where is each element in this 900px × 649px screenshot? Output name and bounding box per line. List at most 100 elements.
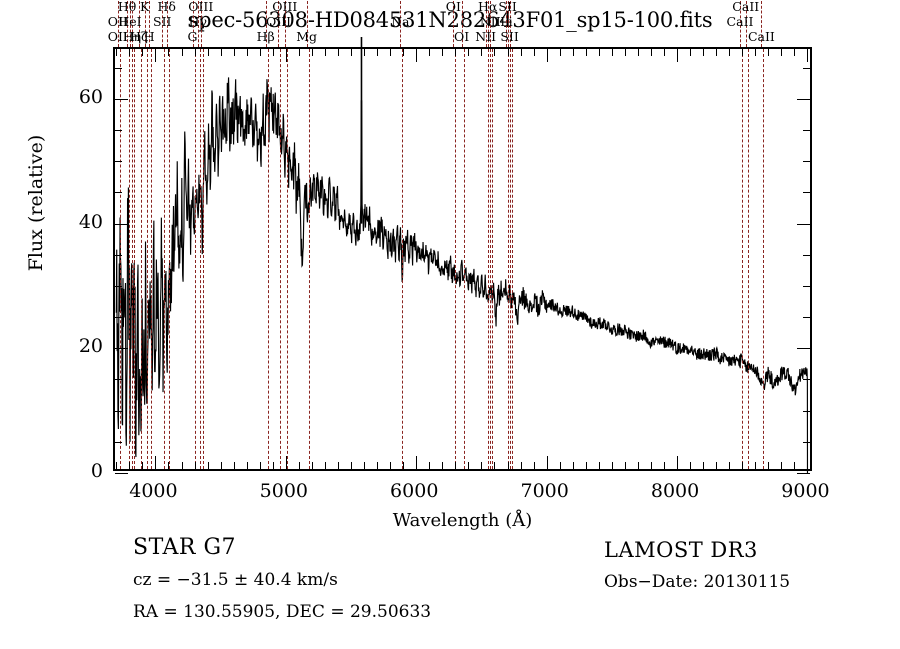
axis-tick bbox=[781, 49, 783, 56]
axis-tick bbox=[742, 49, 744, 56]
spectral-line-marker-extension bbox=[507, 1, 509, 47]
spectral-line-marker-extension bbox=[131, 1, 133, 47]
x-tick-label: 9000 bbox=[781, 480, 830, 502]
axis-tick bbox=[115, 192, 122, 194]
axis-tick bbox=[664, 49, 666, 56]
axis-tick bbox=[797, 348, 810, 350]
spectral-line-label: Hη bbox=[122, 29, 142, 44]
axis-tick bbox=[377, 462, 379, 469]
spectral-line-marker bbox=[280, 49, 282, 469]
axis-tick bbox=[520, 462, 522, 469]
axis-tick bbox=[803, 67, 810, 69]
axis-tick bbox=[115, 130, 122, 132]
spectral-line-label: SII bbox=[498, 0, 517, 14]
spectral-line-label: Hβ bbox=[256, 29, 275, 44]
axis-tick bbox=[115, 98, 128, 100]
axis-tick bbox=[572, 49, 574, 56]
spectral-line-marker-extension bbox=[745, 1, 747, 47]
spectrum-trace bbox=[115, 37, 809, 474]
axis-tick bbox=[664, 462, 666, 469]
axis-tick bbox=[690, 462, 692, 469]
spectral-line-label: Na bbox=[391, 14, 410, 29]
spectral-line-marker bbox=[489, 49, 491, 469]
axis-tick bbox=[598, 49, 600, 56]
spectral-line-label: K bbox=[140, 0, 150, 14]
axis-tick bbox=[416, 49, 418, 62]
spectral-line-marker bbox=[146, 49, 148, 469]
spectral-line-marker bbox=[199, 49, 201, 469]
axis-tick bbox=[311, 49, 313, 56]
axis-tick bbox=[429, 49, 431, 56]
spectral-line-marker bbox=[509, 49, 511, 469]
axis-tick bbox=[338, 462, 339, 469]
axis-tick bbox=[194, 462, 196, 469]
axis-tick bbox=[338, 49, 339, 56]
spectral-line-marker-extension bbox=[509, 1, 511, 47]
axis-tick bbox=[803, 410, 810, 412]
axis-tick bbox=[729, 462, 731, 469]
spectral-line-label: OII bbox=[107, 29, 128, 44]
axis-tick bbox=[207, 49, 209, 56]
spectral-line-marker-extension bbox=[284, 1, 286, 47]
axis-tick bbox=[233, 462, 235, 469]
axis-tick bbox=[768, 49, 770, 56]
axis-tick bbox=[429, 462, 431, 469]
redshift-velocity-text: cz = −31.5 ± 40.4 km/s bbox=[133, 570, 338, 590]
spectral-line-marker-extension bbox=[306, 1, 308, 47]
plot-canvas bbox=[115, 37, 810, 474]
spectral-line-marker bbox=[763, 49, 765, 469]
spectral-line-marker bbox=[286, 49, 288, 469]
spectral-line-marker-extension bbox=[400, 1, 402, 47]
axis-tick bbox=[285, 456, 287, 469]
axis-tick bbox=[703, 49, 705, 56]
spectral-line-marker-extension bbox=[127, 1, 129, 47]
axis-tick bbox=[803, 192, 810, 194]
spectral-line-label: OI bbox=[453, 29, 470, 44]
axis-tick bbox=[803, 161, 810, 163]
axis-tick bbox=[455, 49, 457, 56]
axis-tick bbox=[794, 49, 796, 56]
spectral-line-marker bbox=[164, 49, 166, 469]
spectral-line-marker-extension bbox=[485, 1, 487, 47]
axis-tick bbox=[233, 49, 235, 56]
axis-tick bbox=[468, 49, 470, 56]
axis-tick bbox=[494, 462, 496, 469]
axis-tick bbox=[364, 462, 366, 469]
axis-tick bbox=[129, 49, 131, 56]
survey-name-text: LAMOST DR3 bbox=[604, 538, 758, 562]
axis-tick bbox=[585, 49, 587, 56]
y-axis-label: Flux (relative) bbox=[25, 134, 47, 272]
spectral-line-marker-extension bbox=[487, 1, 489, 47]
spectral-line-label: Hθ bbox=[117, 0, 137, 14]
flux-curve bbox=[115, 77, 809, 474]
y-tick-label: 60 bbox=[78, 85, 103, 108]
page-title: spec-56308-HD084531N282643F01_sp15-100.f… bbox=[187, 8, 713, 32]
y-tick-label: 0 bbox=[90, 460, 103, 482]
axis-tick bbox=[797, 473, 810, 474]
spectral-line-label: OIII bbox=[272, 0, 298, 14]
axis-tick bbox=[703, 462, 705, 469]
axis-tick bbox=[637, 49, 639, 56]
spectral-line-marker bbox=[508, 49, 510, 469]
spectral-line-marker-extension bbox=[117, 1, 119, 47]
axis-tick bbox=[455, 462, 457, 469]
axis-tick bbox=[442, 49, 444, 56]
axis-tick bbox=[115, 379, 122, 381]
spectral-line-marker bbox=[168, 49, 170, 469]
axis-tick bbox=[624, 49, 626, 56]
axis-tick bbox=[246, 462, 248, 469]
axis-tick bbox=[559, 49, 561, 56]
axis-tick bbox=[259, 49, 261, 56]
axis-tick bbox=[650, 462, 652, 469]
axis-tick bbox=[494, 49, 496, 56]
spectral-line-marker-extension bbox=[453, 1, 455, 47]
axis-tick bbox=[194, 49, 196, 56]
axis-tick bbox=[416, 456, 418, 469]
axis-tick bbox=[115, 473, 128, 474]
spectral-line-label: OII bbox=[107, 14, 128, 29]
axis-tick bbox=[324, 462, 326, 469]
axis-tick bbox=[115, 285, 122, 287]
axis-tick bbox=[768, 462, 770, 469]
axis-tick bbox=[168, 462, 170, 469]
axis-tick bbox=[311, 462, 313, 469]
